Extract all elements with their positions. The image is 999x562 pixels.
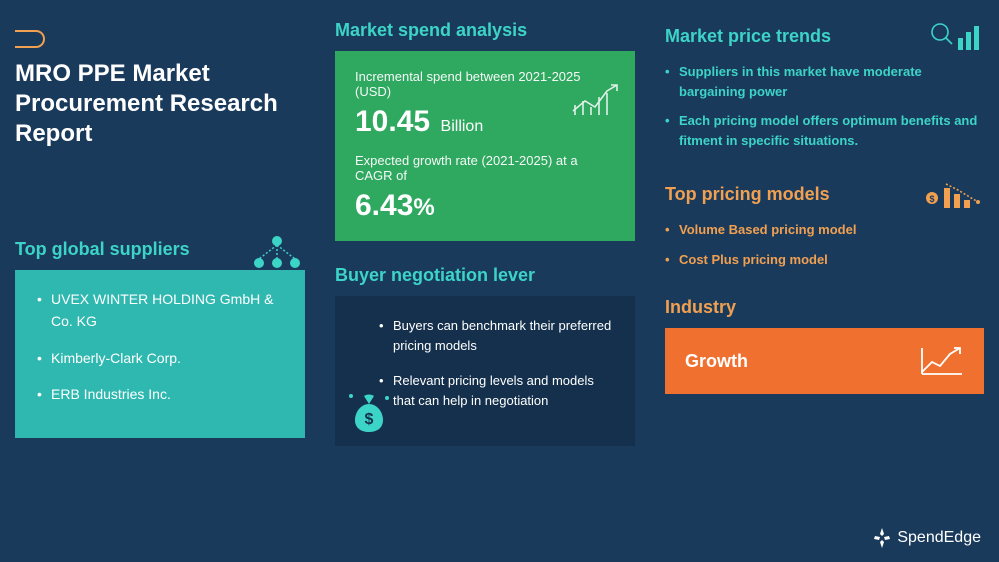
brand-logo-icon [873,528,891,548]
buyer-item: Relevant pricing levels and models that … [379,371,615,410]
spend-value-2: 6.43 [355,189,413,223]
supplier-item: Kimberly-Clark Corp. [37,347,287,369]
price-trend-item: Suppliers in this market have moderate b… [665,62,984,101]
brand-logo: SpendEdge [873,528,981,548]
report-title: MRO PPE Market Procurement Research Repo… [15,59,305,149]
trends-magnifier-icon [928,20,984,52]
buyer-negotiation-box: Buyers can benchmark their preferred pri… [335,296,635,446]
price-trends-list: Suppliers in this market have moderate b… [665,62,984,150]
industry-label: Growth [685,351,748,372]
report-title-card: MRO PPE Market Procurement Research Repo… [15,20,305,179]
spend-heading: Market spend analysis [335,20,527,41]
spend-unit-2: % [413,194,434,222]
price-trends-heading: Market price trends [665,26,831,47]
spend-label-1: Incremental spend between 2021-2025 (USD… [355,69,615,99]
svg-text:$: $ [929,194,934,204]
network-icon [249,233,305,273]
supplier-item: UVEX WINTER HOLDING GmbH & Co. KG [37,288,287,333]
industry-card: Growth [665,328,984,394]
suppliers-heading: Top global suppliers [15,239,190,260]
industry-heading: Industry [665,297,736,318]
spend-label-2: Expected growth rate (2021-2025) at a CA… [355,153,615,183]
pricing-models-heading: Top pricing models [665,184,830,205]
money-bag-icon: $ [347,392,391,436]
buyer-item: Buyers can benchmark their preferred pri… [379,316,615,355]
supplier-item: ERB Industries Inc. [37,383,287,405]
declining-bars-icon: $ [924,178,984,210]
pricing-models-list: Volume Based pricing model Cost Plus pri… [665,220,984,269]
suppliers-section: Top global suppliers [15,239,305,438]
pricing-model-item: Volume Based pricing model [665,220,984,240]
buyer-heading: Buyer negotiation lever [335,265,535,286]
brand-name: SpendEdge [897,529,981,547]
suppliers-box: UVEX WINTER HOLDING GmbH & Co. KG Kimber… [15,270,305,438]
pricing-model-item: Cost Plus pricing model [665,250,984,270]
title-badge-icon [15,30,45,48]
price-trend-item: Each pricing model offers optimum benefi… [665,111,984,150]
spend-value-1: 10.45 [355,105,430,139]
svg-text:$: $ [365,411,374,428]
spend-analysis-card: Incremental spend between 2021-2025 (USD… [335,51,635,241]
growth-chart-icon [920,346,964,376]
spend-unit-1: Billion [441,118,484,135]
